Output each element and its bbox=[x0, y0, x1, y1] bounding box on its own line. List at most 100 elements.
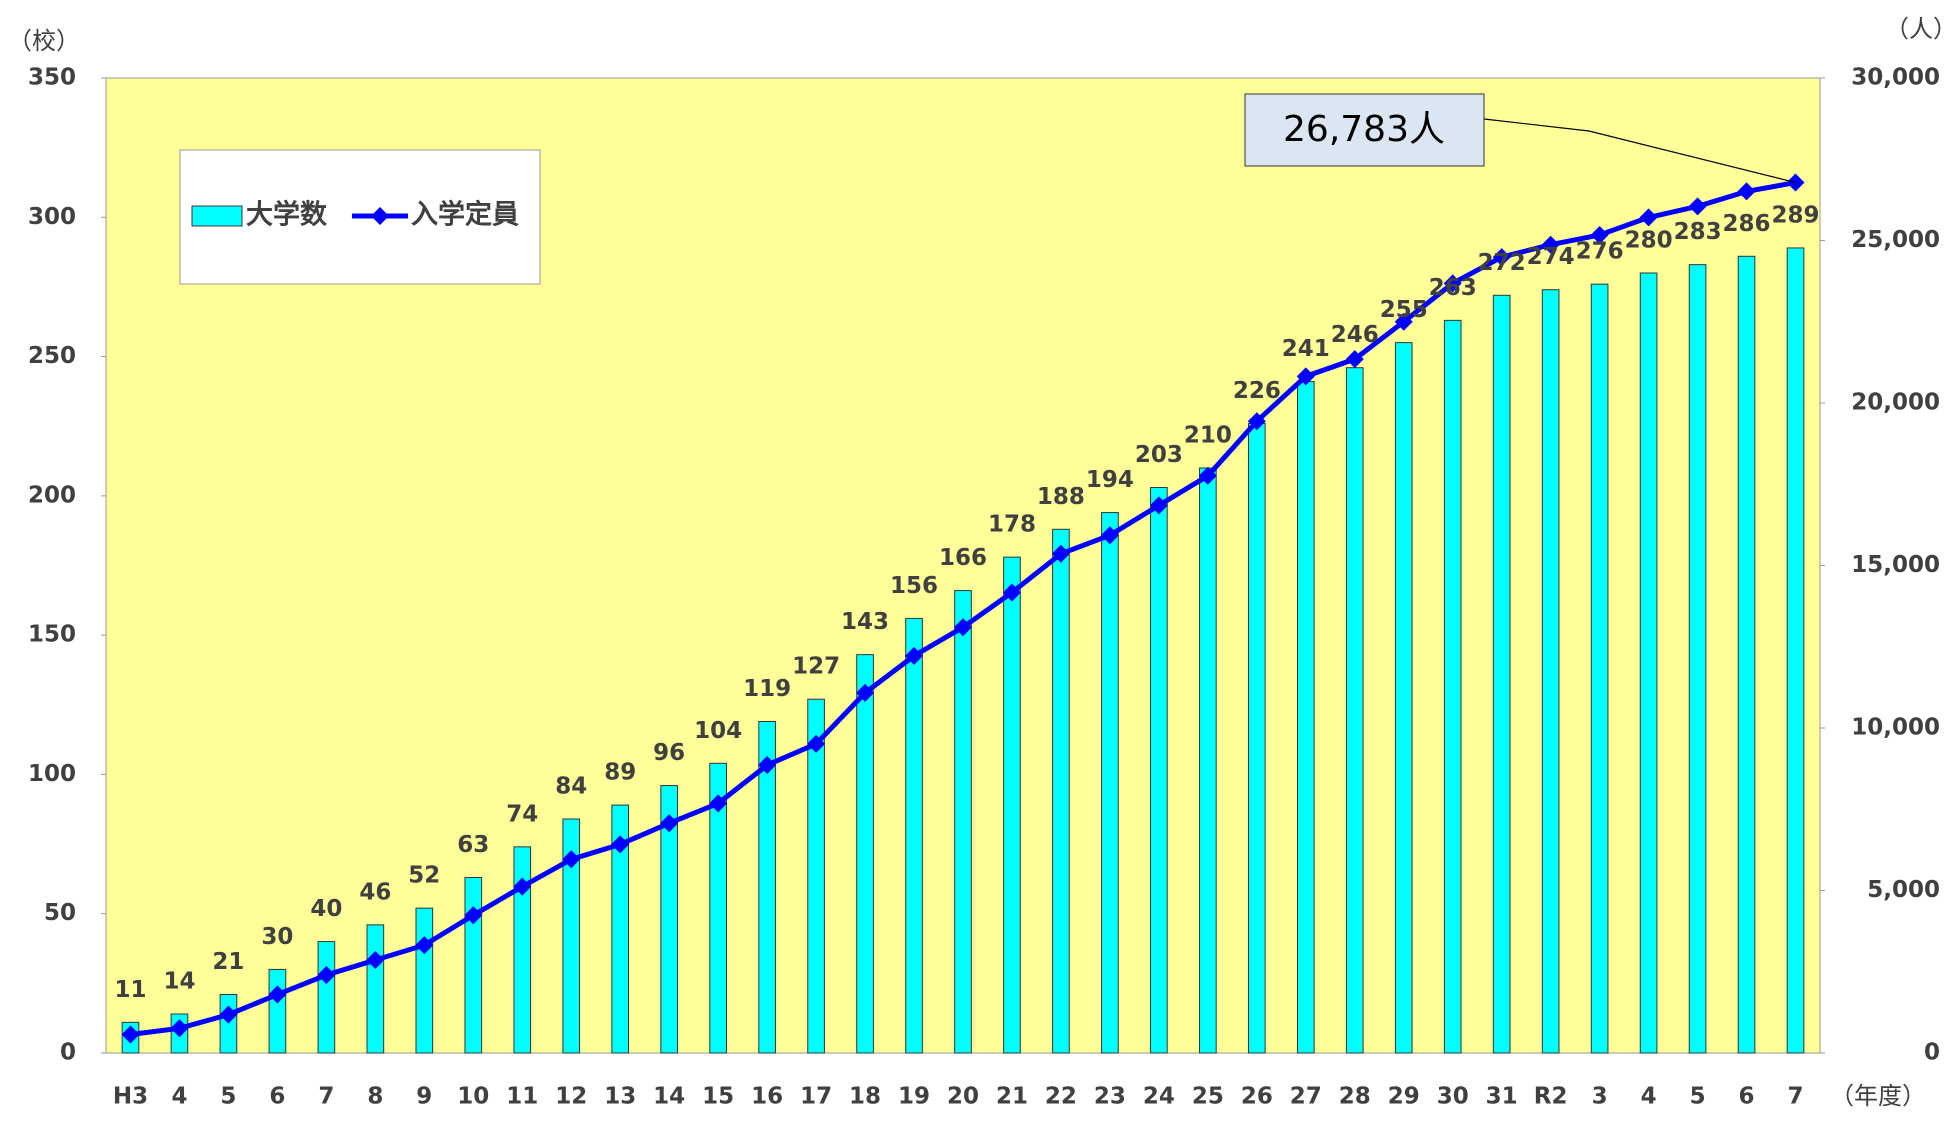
line-marker bbox=[1296, 367, 1315, 386]
bar bbox=[709, 762, 727, 1054]
y2-tick-label: 15,000 bbox=[1851, 552, 1940, 578]
x-tick-label: 3 bbox=[1592, 1084, 1608, 1110]
data-label: 46 bbox=[359, 879, 391, 905]
y2-tick-label: 25,000 bbox=[1851, 227, 1940, 253]
x-tick-label: R2 bbox=[1534, 1084, 1568, 1110]
data-label: 203 bbox=[1135, 442, 1183, 468]
line-marker bbox=[464, 906, 483, 925]
annotation-leader bbox=[1483, 118, 1796, 184]
x-tick-label: 7 bbox=[1788, 1084, 1804, 1110]
legend-label: 大学数 bbox=[246, 199, 328, 231]
bar bbox=[1199, 467, 1217, 1054]
x-tick-label: 13 bbox=[604, 1084, 636, 1110]
bar bbox=[513, 846, 532, 1054]
line-marker bbox=[366, 951, 385, 970]
x-tick-label: 19 bbox=[898, 1084, 930, 1110]
data-label: 21 bbox=[212, 949, 244, 975]
data-label: 89 bbox=[604, 760, 636, 786]
data-label: 52 bbox=[408, 863, 440, 889]
data-label: 40 bbox=[310, 896, 342, 922]
line-marker bbox=[513, 877, 532, 896]
bar bbox=[1590, 283, 1609, 1054]
legend-label: 入学定員 bbox=[411, 199, 519, 231]
x-tick-label: 30 bbox=[1437, 1084, 1469, 1110]
data-label: 289 bbox=[1772, 202, 1820, 228]
y-tick-label: 50 bbox=[44, 900, 76, 926]
bar bbox=[268, 968, 287, 1054]
line-marker bbox=[1100, 526, 1119, 545]
data-label: 210 bbox=[1184, 423, 1232, 449]
y-tick-label: 150 bbox=[28, 622, 76, 648]
line-marker bbox=[1345, 350, 1364, 369]
y-tick-label: 300 bbox=[28, 204, 76, 230]
x-tick-label: 29 bbox=[1388, 1084, 1420, 1110]
line-marker bbox=[1541, 235, 1560, 254]
bar bbox=[1345, 367, 1364, 1054]
y-tick-label: 0 bbox=[60, 1040, 76, 1066]
line-marker bbox=[856, 683, 875, 702]
x-tick-label: 27 bbox=[1290, 1084, 1322, 1110]
x-tick-label: 11 bbox=[506, 1084, 538, 1110]
y2-tick-label: 20,000 bbox=[1851, 390, 1940, 416]
line-marker bbox=[709, 794, 728, 813]
line-marker bbox=[1051, 544, 1070, 563]
data-label: 255 bbox=[1380, 297, 1428, 323]
x-tick-label: 17 bbox=[800, 1084, 832, 1110]
y2-tick-label: 30,000 bbox=[1851, 65, 1940, 91]
line-marker bbox=[807, 734, 826, 753]
line-marker bbox=[562, 850, 581, 869]
data-label: 166 bbox=[939, 545, 987, 571]
line-marker bbox=[268, 985, 287, 1004]
bar bbox=[954, 590, 972, 1054]
data-label: 30 bbox=[261, 924, 293, 950]
bar bbox=[1737, 255, 1756, 1054]
bar bbox=[562, 818, 581, 1054]
line-marker bbox=[1590, 225, 1609, 244]
line-marker bbox=[1198, 466, 1217, 485]
y2-tick-label: 5,000 bbox=[1867, 877, 1940, 903]
data-label: 178 bbox=[988, 512, 1036, 538]
bar bbox=[1786, 247, 1805, 1054]
line-marker bbox=[121, 1025, 140, 1044]
data-label: 143 bbox=[841, 609, 889, 635]
data-label: 104 bbox=[694, 718, 742, 744]
x-tick-label: 5 bbox=[220, 1084, 236, 1110]
x-tick-label: 4 bbox=[1641, 1084, 1657, 1110]
bar bbox=[1394, 342, 1413, 1054]
line-marker bbox=[758, 756, 777, 775]
data-label: 74 bbox=[506, 801, 538, 827]
bar bbox=[1541, 289, 1560, 1054]
data-label: 272 bbox=[1478, 250, 1526, 276]
bar bbox=[1688, 264, 1707, 1054]
data-label: 280 bbox=[1625, 228, 1673, 254]
x-tick-label: 6 bbox=[1739, 1084, 1755, 1110]
bar bbox=[1101, 512, 1119, 1054]
bar bbox=[1639, 272, 1658, 1054]
line-marker bbox=[1492, 248, 1511, 267]
x-tick-label: 31 bbox=[1486, 1084, 1518, 1110]
x-tick-label: 20 bbox=[947, 1084, 979, 1110]
x-tick-label: H3 bbox=[113, 1084, 148, 1110]
line-marker bbox=[317, 966, 336, 984]
x-tick-label: 8 bbox=[367, 1084, 383, 1110]
annotation-box bbox=[1244, 93, 1485, 167]
line-marker bbox=[1394, 312, 1413, 331]
y2-tick-label: 0 bbox=[1924, 1040, 1940, 1066]
bar bbox=[219, 994, 238, 1054]
bar bbox=[1492, 294, 1511, 1054]
data-label: 127 bbox=[792, 654, 840, 680]
data-label: 226 bbox=[1233, 378, 1281, 404]
bar bbox=[807, 698, 825, 1054]
data-label: 14 bbox=[163, 969, 195, 995]
y-tick-label: 200 bbox=[28, 482, 76, 508]
x-tick-label: 4 bbox=[171, 1084, 187, 1110]
legend-marker bbox=[371, 207, 389, 225]
bar bbox=[1150, 487, 1168, 1054]
bar bbox=[1443, 319, 1462, 1054]
y-axis-label: （校） bbox=[8, 27, 80, 55]
y-tick-label: 100 bbox=[28, 761, 76, 787]
bar bbox=[1052, 528, 1070, 1054]
x-tick-label: 14 bbox=[653, 1084, 685, 1110]
x-tick-label: 23 bbox=[1094, 1084, 1126, 1110]
